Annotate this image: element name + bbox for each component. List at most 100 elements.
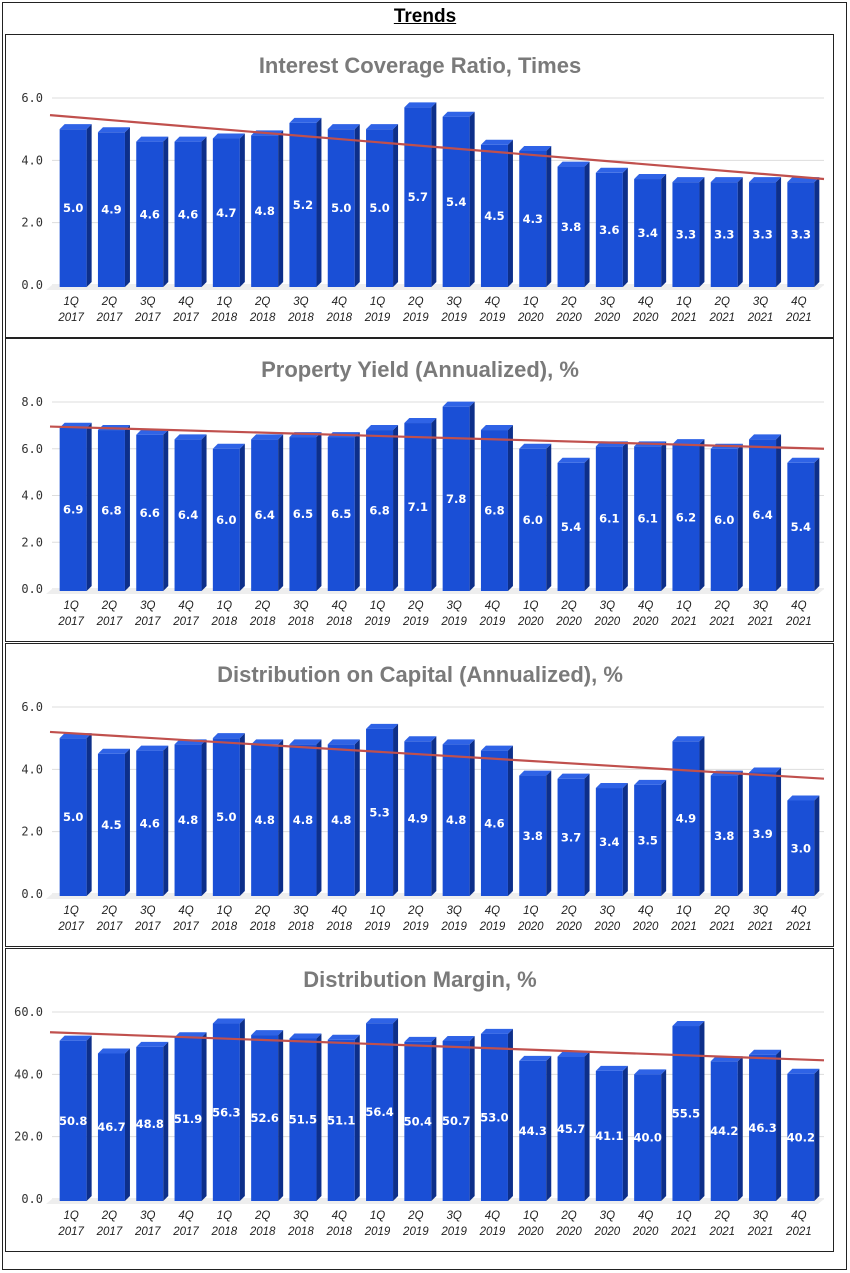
x-tick-year: 2018 <box>287 921 314 933</box>
x-tick-quarter: 4Q <box>332 1210 347 1222</box>
x-tick-quarter: 1Q <box>676 905 691 917</box>
bar-side <box>124 425 130 591</box>
x-tick-year: 2019 <box>479 616 506 628</box>
x-tick-year: 2018 <box>211 312 238 324</box>
data-label: 6.8 <box>101 504 121 518</box>
x-tick-quarter: 2Q <box>560 296 576 308</box>
y-tick-label: 4.0 <box>21 153 43 167</box>
y-tick-label: 0.0 <box>21 1192 43 1206</box>
bar-2Q-2017 <box>97 1048 130 1201</box>
x-tick-quarter: 4Q <box>638 600 653 612</box>
bar-4Q-2020 <box>634 441 667 591</box>
bar-2Q-2021 <box>710 177 743 287</box>
x-tick-quarter: 4Q <box>332 296 347 308</box>
bar-front <box>289 1038 317 1201</box>
bar-side <box>814 1068 820 1201</box>
x-tick-year: 2017 <box>172 921 199 933</box>
data-label: 6.8 <box>369 504 389 518</box>
x-tick-year: 2018 <box>211 1226 238 1238</box>
bar-side <box>584 161 590 287</box>
bar-2Q-2018 <box>251 434 284 591</box>
bar-top <box>749 434 782 440</box>
x-tick-year: 2020 <box>517 1226 544 1238</box>
bar-front <box>787 800 815 896</box>
bar-2Q-2019 <box>404 102 437 287</box>
bar-top <box>327 739 360 745</box>
data-label: 5.0 <box>331 201 351 215</box>
bar-side <box>507 745 513 896</box>
data-label: 4.6 <box>140 816 160 830</box>
bar-side <box>737 770 743 896</box>
bar-front <box>251 1035 279 1201</box>
x-tick-year: 2017 <box>172 1226 199 1238</box>
x-tick-year: 2018 <box>249 616 276 628</box>
x-tick-year: 2021 <box>670 312 697 324</box>
data-label: 3.5 <box>637 833 657 847</box>
trendline <box>49 730 825 780</box>
bar-side <box>622 783 628 896</box>
x-tick-year: 2017 <box>57 1226 84 1238</box>
bar-1Q-2020 <box>519 145 552 287</box>
x-tick-quarter: 1Q <box>370 1210 385 1222</box>
bar-1Q-2021 <box>672 439 705 591</box>
bar-side <box>124 748 130 896</box>
bar-3Q-2018 <box>289 1033 322 1201</box>
data-label: 4.5 <box>484 209 504 223</box>
x-tick-quarter: 2Q <box>101 1210 117 1222</box>
bar-front <box>749 182 777 287</box>
bar-4Q-2017 <box>174 1032 207 1201</box>
bar-side <box>316 432 322 591</box>
bar-front <box>212 138 240 287</box>
data-label: 52.6 <box>250 1111 278 1125</box>
x-tick-year: 2020 <box>594 312 621 324</box>
bar-top <box>787 795 820 801</box>
chart-property-yield: Property Yield (Annualized), % 0.0 2.0 4.0 6… <box>21 357 825 628</box>
x-tick-quarter: 3Q <box>753 296 768 308</box>
bar-front <box>366 1023 394 1201</box>
bar-side <box>546 443 552 591</box>
data-label: 4.3 <box>523 212 543 226</box>
bar-side <box>431 102 437 287</box>
x-tick-quarter: 2Q <box>254 600 270 612</box>
bar-1Q-2019 <box>366 124 399 288</box>
x-tick-year: 2020 <box>517 921 544 933</box>
bar-top <box>480 425 513 431</box>
data-label: 6.1 <box>637 512 657 526</box>
bar-top <box>136 429 169 435</box>
data-label: 51.5 <box>289 1113 317 1127</box>
bar-1Q-2019 <box>366 723 399 896</box>
bar-side <box>776 177 782 287</box>
data-label: 6.0 <box>216 513 236 527</box>
bar-side <box>393 425 399 591</box>
bar-front <box>557 166 585 287</box>
bar-2Q-2017 <box>97 748 130 896</box>
trendline <box>49 114 825 181</box>
bar-side <box>469 1035 475 1201</box>
x-tick-year: 2017 <box>96 616 123 628</box>
bar-3Q-2021 <box>749 767 782 896</box>
bar-3Q-2018 <box>289 739 322 896</box>
x-tick-quarter: 4Q <box>332 905 347 917</box>
bar-side <box>814 795 820 896</box>
x-tick-year: 2020 <box>632 921 659 933</box>
bar-top <box>480 1028 513 1034</box>
bar-top <box>595 783 628 789</box>
bar-top <box>366 124 399 130</box>
x-tick-quarter: 3Q <box>753 600 768 612</box>
x-tick-quarter: 1Q <box>523 600 538 612</box>
bar-side <box>431 1036 437 1201</box>
data-label: 6.8 <box>484 504 504 518</box>
y-tick-label: 2.0 <box>21 216 43 230</box>
bar-front <box>672 182 700 287</box>
x-tick-quarter: 3Q <box>140 296 155 308</box>
bar-top <box>289 117 322 123</box>
x-tick-year: 2020 <box>632 312 659 324</box>
x-tick-quarter: 1Q <box>63 600 78 612</box>
x-tick-year: 2018 <box>249 312 276 324</box>
bar-3Q-2018 <box>289 432 322 591</box>
bar-2Q-2020 <box>557 1051 590 1201</box>
data-label: 4.9 <box>101 203 121 217</box>
bar-side <box>163 1041 169 1201</box>
bar-1Q-2020 <box>519 443 552 591</box>
x-tick-year: 2021 <box>708 616 735 628</box>
